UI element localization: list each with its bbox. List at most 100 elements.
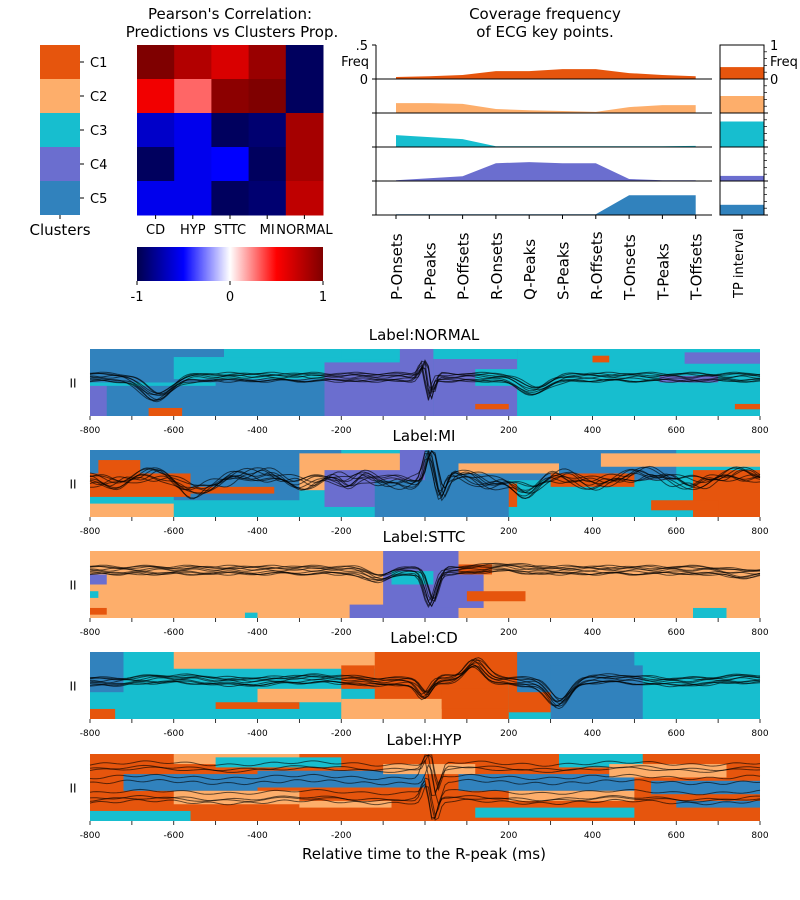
ecg-xtick-label: -200	[331, 527, 352, 537]
corr-cell-C3-MI	[248, 113, 287, 148]
cluster-segment-C1	[90, 708, 116, 719]
cluster-segment-C5	[458, 774, 635, 791]
corr-cell-C5-MI	[248, 181, 287, 216]
corr-col-label-CD: CD	[146, 223, 165, 238]
ecg-beat-trace	[90, 457, 761, 499]
ecg-xtick-label: 600	[668, 628, 685, 638]
cluster-segment-C4	[324, 362, 409, 416]
corr-cell-C5-CD	[137, 181, 175, 216]
cluster-segment-C2	[173, 652, 384, 669]
coverage-area-C5	[396, 195, 696, 215]
corr-cell-C5-HYP	[174, 181, 212, 216]
tp-bar-C3	[720, 121, 764, 147]
cluster-segment-C1	[190, 486, 275, 494]
legend-swatch-C4	[40, 147, 80, 181]
ecg-xtick-label: 400	[584, 628, 601, 638]
ecg-xtick-label: 800	[751, 628, 768, 638]
cluster-segment-C5	[374, 480, 509, 517]
ecg-xtick-label: -600	[164, 527, 185, 537]
ecg-beat-trace	[89, 366, 761, 401]
ecg-panel-NORMAL: Label:NORMAL II -800 -600 -400 -200 200 400 600 8…	[69, 326, 768, 436]
cluster-segment-C1	[651, 500, 719, 511]
ecg-beat-trace	[89, 450, 761, 494]
ecg-beat-trace	[89, 777, 761, 817]
ecg-panel-title: Label:STTC	[383, 528, 466, 546]
ecg-beat-trace	[89, 452, 761, 501]
colorbar	[137, 247, 323, 281]
cluster-segment-C3	[693, 607, 727, 618]
ecg-beat-trace	[89, 785, 761, 821]
cluster-segment-C1	[441, 688, 509, 709]
ecg-beat-trace	[89, 450, 761, 498]
ecg-beat-trace	[89, 763, 761, 806]
coverage-title-line2: of ECG key points.	[476, 23, 613, 41]
coverage-chart: Coverage frequency of ECG key points. P-…	[341, 5, 798, 301]
ecg-xtick-label: -600	[164, 426, 185, 436]
coverage-area-C1	[396, 69, 696, 79]
cluster-segment-C2	[341, 698, 442, 719]
ecg-beat-trace	[89, 754, 761, 794]
legend-xlabel: Clusters	[29, 221, 90, 239]
ecg-xtick-label: -600	[164, 628, 185, 638]
colorbar-tick-label: 0	[226, 290, 234, 305]
tp-bar-C5	[720, 204, 764, 215]
cluster-segment-C2	[257, 688, 342, 703]
ecg-xtick-label: -200	[331, 426, 352, 436]
coverage-xlabel-R-Onsets: R-Onsets	[488, 232, 506, 300]
corr-cell-C2-STTC	[211, 79, 250, 114]
ecg-xtick-label: -200	[331, 729, 352, 739]
cluster-segment-C5	[123, 774, 258, 791]
corr-col-label-MI: MI	[260, 223, 275, 238]
ecg-xtick-label: -400	[247, 628, 268, 638]
corr-cell-C3-HYP	[174, 113, 212, 148]
colorbar-tick-label: -1	[131, 290, 144, 305]
cluster-segment-C5	[550, 665, 643, 719]
ecg-xtick-label: 400	[584, 729, 601, 739]
coverage-xlabel-P-Peaks: P-Peaks	[421, 242, 439, 300]
cluster-segment-C1	[148, 407, 183, 416]
corr-cell-C3-STTC	[211, 113, 250, 148]
corr-cell-C4-MI	[248, 147, 287, 182]
ecg-xtick-label: 600	[668, 831, 685, 841]
ecg-xtick-label: -400	[247, 426, 268, 436]
tp-ytick-top: 1	[770, 39, 778, 54]
ecg-lead-label: II	[69, 478, 76, 492]
cluster-segment-C3	[90, 591, 99, 598]
cluster-segment-C1	[90, 607, 107, 615]
ecg-xlabel: Relative time to the R-peak (ms)	[302, 845, 546, 863]
legend-label-C1: C1	[90, 56, 107, 71]
ecg-beat-trace	[89, 658, 761, 702]
cluster-segment-C1	[98, 460, 141, 474]
coverage-title-line1: Coverage frequency	[469, 5, 621, 23]
coverage-ytick-top: .5	[356, 39, 368, 54]
cluster-segment-C2	[383, 764, 476, 775]
ecg-xtick-label: -400	[247, 527, 268, 537]
corr-cell-C2-NORMAL	[285, 79, 324, 114]
coverage-freq-label: Freq	[341, 55, 369, 70]
coverage-xlabel-S-Peaks: S-Peaks	[555, 241, 573, 300]
ecg-xtick-label: 800	[751, 831, 768, 841]
ecg-xtick-label: 200	[500, 729, 517, 739]
ecg-strips: Label:NORMAL II -800 -600 -400 -200 200 400 600 8…	[69, 326, 768, 841]
cluster-segment-C1	[734, 403, 760, 410]
ecg-beat-trace	[89, 754, 761, 787]
cluster-segment-C4	[90, 574, 107, 585]
corr-col-label-HYP: HYP	[180, 223, 206, 238]
coverage-xlabel-Q-Peaks: Q-Peaks	[521, 239, 539, 300]
ecg-xtick-label: 200	[500, 527, 517, 537]
ecg-xtick-label: -800	[80, 729, 101, 739]
ecg-beat-trace	[89, 663, 761, 707]
ecg-xtick-label: 200	[500, 831, 517, 841]
ecg-xtick-label: -600	[164, 831, 185, 841]
corr-cell-C4-STTC	[211, 147, 250, 182]
ecg-panel-CD: Label:CD II -800 -600 -400 -200 200 400 600 800	[69, 629, 768, 739]
corr-cell-C1-STTC	[211, 45, 250, 80]
ecg-lead-label: II	[69, 782, 76, 796]
coverage-area-C2	[396, 103, 696, 113]
cluster-segment-C5	[676, 800, 760, 808]
cluster-segment-C1	[215, 702, 300, 709]
ecg-panel-title: Label:HYP	[386, 731, 461, 749]
ecg-xtick-label: -200	[331, 628, 352, 638]
legend-swatch-C5	[40, 181, 80, 215]
